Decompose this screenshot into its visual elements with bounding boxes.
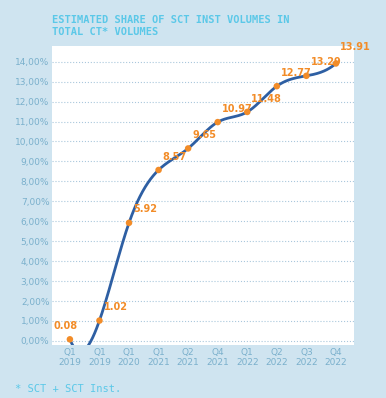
Text: * SCT + SCT Inst.: * SCT + SCT Inst.: [15, 384, 122, 394]
Text: 5.92: 5.92: [133, 205, 157, 215]
Text: 13.29: 13.29: [311, 57, 341, 68]
Point: [185, 145, 191, 152]
Text: 8.57: 8.57: [163, 152, 187, 162]
Text: 10.97: 10.97: [222, 104, 252, 114]
Text: 9.65: 9.65: [192, 130, 216, 140]
Point: [274, 83, 280, 90]
Point: [156, 167, 162, 173]
Point: [333, 60, 339, 66]
Point: [96, 317, 103, 324]
Text: 13.91: 13.91: [340, 42, 371, 53]
Text: 12.77: 12.77: [281, 68, 312, 78]
Text: 11.48: 11.48: [251, 94, 282, 103]
Point: [244, 109, 251, 115]
Text: 1.02: 1.02: [103, 302, 128, 312]
Point: [215, 119, 221, 125]
Point: [126, 220, 132, 226]
Point: [303, 73, 310, 79]
Point: [67, 336, 73, 343]
Text: ESTIMATED SHARE OF SCT INST VOLUMES IN
TOTAL CT* VOLUMES: ESTIMATED SHARE OF SCT INST VOLUMES IN T…: [52, 15, 290, 37]
Text: 0.08: 0.08: [53, 321, 77, 331]
